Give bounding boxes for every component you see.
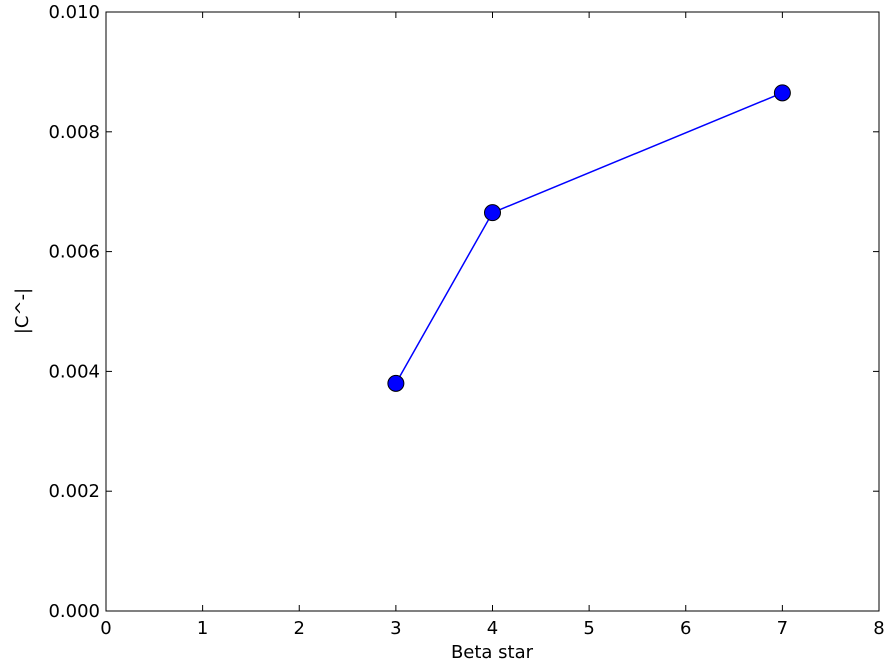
- y-tick-label: 0.006: [48, 242, 100, 263]
- y-axis-label: |C^-|: [12, 288, 33, 334]
- x-tick-label: 2: [294, 618, 305, 639]
- data-point: [387, 374, 405, 392]
- y-tick-label: 0.000: [48, 601, 100, 622]
- x-tick-label: 1: [197, 618, 208, 639]
- x-tick-label: 6: [680, 618, 691, 639]
- x-tick-label: 4: [487, 618, 498, 639]
- y-tick-label: 0.008: [48, 122, 100, 143]
- y-tick-label: 0.004: [48, 361, 100, 382]
- x-tick-label: 0: [100, 618, 111, 639]
- y-tick-label: 0.010: [48, 2, 100, 23]
- y-tick-label: 0.002: [48, 481, 100, 502]
- x-tick-label: 5: [583, 618, 594, 639]
- x-tick-label: 3: [390, 618, 401, 639]
- x-tick-label: 7: [777, 618, 788, 639]
- x-axis-label: Beta star: [451, 642, 534, 663]
- x-tick-label: 8: [873, 618, 884, 639]
- plot-frame: [105, 11, 880, 612]
- data-point: [773, 84, 791, 102]
- data-point: [484, 204, 501, 222]
